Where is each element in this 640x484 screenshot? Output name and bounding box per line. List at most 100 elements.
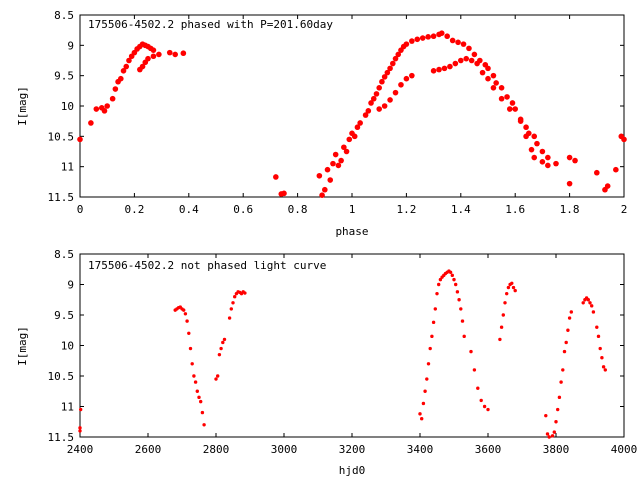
unphased-data-point: [199, 399, 203, 404]
unphased-y-tick-label: 11.5: [48, 431, 75, 444]
phased-data-point: [545, 162, 551, 169]
phased-data-point: [104, 103, 110, 109]
phased-data-point: [357, 120, 363, 126]
phased-data-point: [468, 57, 475, 64]
phased-data-point: [485, 65, 491, 72]
phased-y-tick-label: 9: [67, 39, 74, 52]
unphased-data-point: [183, 312, 188, 316]
unphased-data-point: [200, 410, 205, 415]
phased-x-tick-label: 1.6: [505, 203, 525, 216]
unphased-data-point: [547, 435, 551, 439]
unphased-y-tick-label: 9.5: [54, 309, 74, 322]
unphased-data-point: [591, 310, 596, 314]
unphased-data-point: [501, 313, 505, 317]
unphased-data-point: [438, 277, 443, 282]
unphased-data-point: [498, 337, 502, 342]
phased-x-tick-label: 1: [349, 203, 356, 216]
phased-data-point: [463, 55, 470, 62]
phased-data-point: [566, 180, 573, 187]
phased-data-point: [490, 72, 497, 79]
phased-data-point: [341, 144, 347, 151]
phased-data-point: [281, 190, 287, 197]
phased-data-point: [430, 33, 437, 40]
unphased-data-point: [596, 334, 601, 339]
unphased-data-point: [586, 298, 590, 302]
unphased-data-point: [435, 291, 439, 296]
unphased-data-point: [550, 434, 555, 438]
phased-data-point: [466, 45, 472, 52]
unphased-data-point: [217, 352, 222, 357]
phased-data-points: [77, 30, 627, 198]
phased-data-point: [395, 51, 402, 58]
unphased-data-point: [450, 273, 454, 278]
phased-y-tick-label: 9.5: [54, 70, 74, 83]
unphased-data-point: [459, 307, 463, 311]
phased-data-point: [156, 51, 162, 58]
phased-data-point: [351, 133, 358, 140]
phased-data-point: [150, 53, 157, 60]
phased-data-point: [101, 108, 108, 114]
unphased-data-point: [559, 380, 563, 384]
phased-x-tick-label: 0.2: [124, 203, 144, 216]
phased-data-point: [398, 81, 404, 88]
phased-data-point: [126, 57, 132, 64]
phased-data-point: [370, 95, 377, 102]
phased-data-point: [381, 103, 388, 109]
phased-data-point: [441, 65, 448, 72]
unphased-data-point: [590, 304, 594, 308]
phased-data-point: [436, 66, 442, 73]
unphased-data-point: [505, 291, 509, 296]
unphased-data-point: [569, 310, 573, 314]
phased-data-point: [504, 94, 510, 100]
phased-data-point: [145, 55, 151, 62]
unphased-x-tick-label: 2600: [135, 443, 162, 456]
phased-data-point: [498, 95, 505, 102]
unphased-data-point: [214, 377, 218, 381]
unphased-x-tick-label: 3200: [339, 443, 366, 456]
phased-data-point: [319, 192, 325, 198]
unphased-x-tick-label: 3600: [475, 443, 502, 456]
unphased-data-point: [545, 432, 550, 436]
unphased-data-point: [513, 288, 517, 293]
unphased-data-point: [423, 389, 427, 393]
unphased-data-point: [430, 334, 434, 339]
phased-data-point: [362, 112, 369, 118]
phased-data-point: [526, 130, 532, 137]
phased-data-point: [604, 183, 611, 189]
phased-y-tick-label: 11.5: [48, 191, 75, 204]
unphased-data-point: [202, 423, 206, 427]
unphased-data-point: [197, 395, 201, 400]
unphased-data-point: [185, 319, 189, 323]
unphased-data-point: [486, 407, 490, 412]
unphased-data-point: [229, 307, 233, 311]
unphased-data-point: [420, 417, 424, 421]
unphased-data-points: [78, 269, 607, 439]
unphased-data-point: [192, 374, 196, 378]
phased-data-point: [324, 166, 331, 173]
unphased-x-tick-label: 2400: [67, 443, 94, 456]
phased-data-point: [346, 136, 353, 143]
phased-data-point: [458, 57, 464, 64]
phased-x-tick-label: 0.6: [233, 203, 253, 216]
phased-data-point: [493, 80, 499, 86]
phased-x-tick-label: 1.8: [560, 203, 580, 216]
phased-data-point: [430, 68, 437, 74]
unphased-data-point: [598, 346, 602, 351]
phased-y-tick-label: 8.5: [54, 9, 74, 22]
unphased-data-point: [562, 349, 567, 354]
phased-x-tick-label: 1.2: [396, 203, 416, 216]
phased-data-point: [109, 95, 116, 102]
phased-data-point: [409, 72, 415, 79]
phased-data-point: [373, 91, 380, 97]
phased-plot-frame: [79, 14, 625, 198]
unphased-x-tick-label: 4000: [611, 443, 638, 456]
phased-x-tick-label: 2: [621, 203, 628, 216]
unphased-data-point: [221, 340, 225, 345]
unphased-data-point: [503, 301, 507, 305]
unphased-data-point: [193, 380, 198, 384]
phased-data-point: [390, 60, 396, 67]
unphased-data-point: [455, 290, 460, 294]
phased-data-point: [379, 78, 385, 85]
unphased-data-point: [188, 346, 193, 351]
unphased-x-ticks: 2400 2600 2800 3000 3200 3400 3600 3800 4000: [67, 254, 638, 456]
